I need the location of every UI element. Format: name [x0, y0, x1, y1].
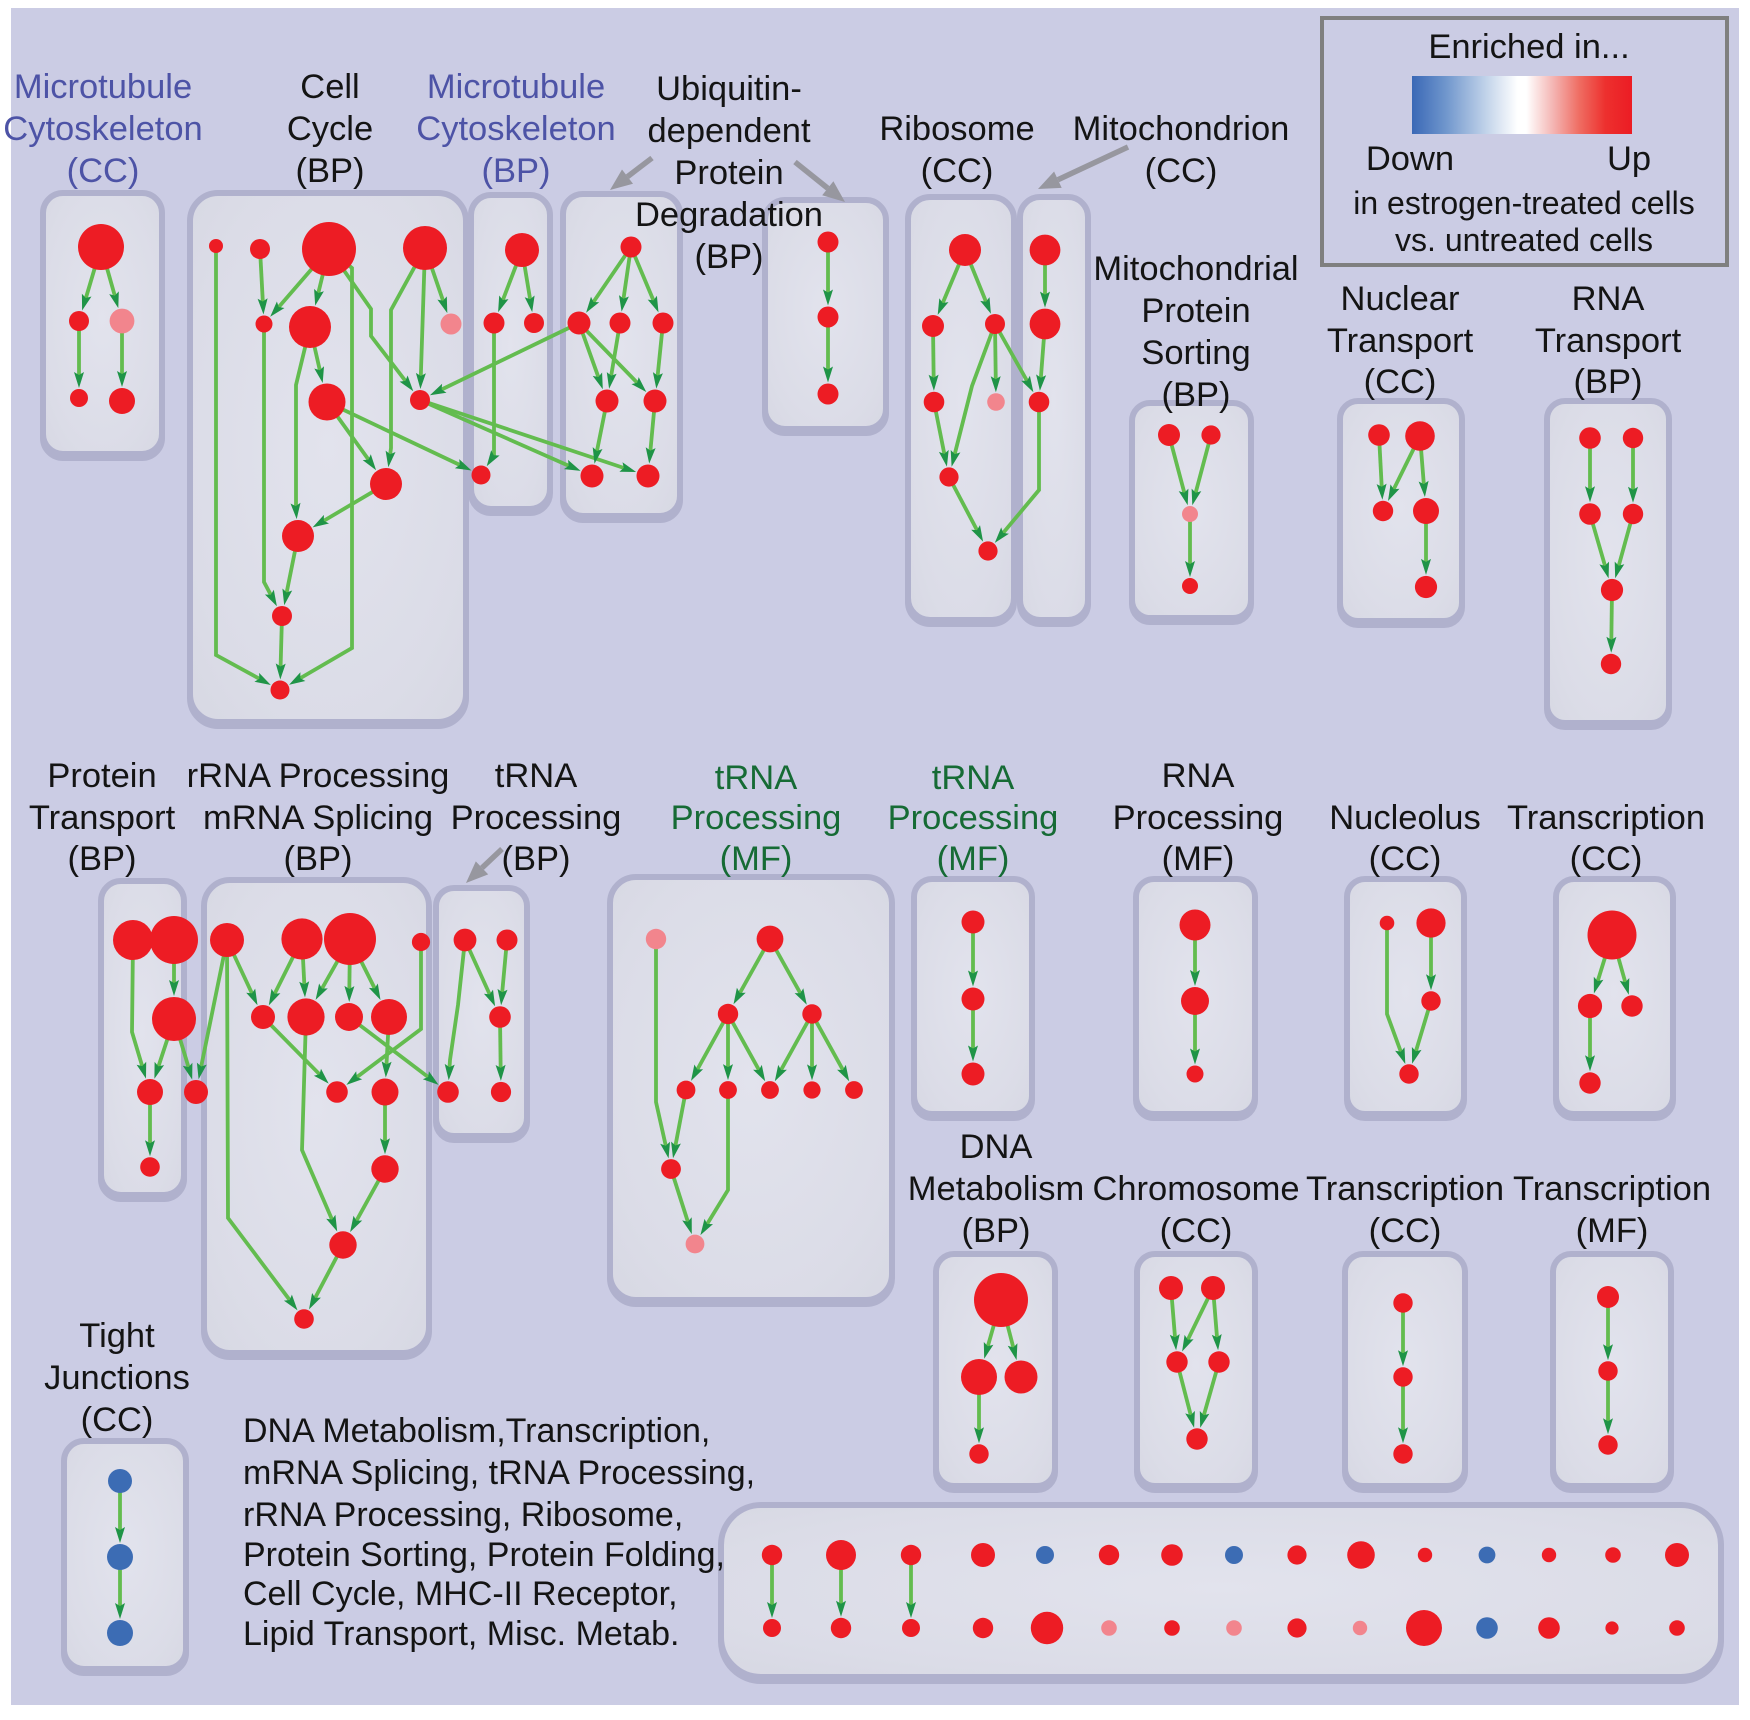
svg-text:Processing: Processing [888, 799, 1059, 837]
svg-text:dependent: dependent [647, 112, 810, 150]
svg-text:(CC): (CC) [1570, 840, 1643, 878]
svg-text:tRNA: tRNA [715, 759, 797, 797]
svg-text:Cycle: Cycle [287, 110, 373, 148]
svg-text:(BP): (BP) [68, 840, 137, 878]
svg-text:Protein: Protein [47, 757, 156, 795]
svg-text:(BP): (BP) [296, 152, 365, 190]
svg-text:Protein: Protein [674, 154, 783, 192]
svg-text:(CC): (CC) [921, 152, 994, 190]
svg-text:RNA: RNA [1572, 280, 1645, 318]
svg-text:Transcription: Transcription [1507, 799, 1705, 837]
svg-text:Nuclear: Nuclear [1341, 280, 1460, 318]
svg-text:tRNA: tRNA [932, 759, 1014, 797]
svg-text:(MF): (MF) [937, 840, 1010, 878]
svg-text:(MF): (MF) [1162, 840, 1235, 878]
svg-text:Processing: Processing [451, 799, 622, 837]
svg-text:Cell Cycle, MHC-II Receptor,: Cell Cycle, MHC-II Receptor, [243, 1575, 678, 1613]
svg-text:Lipid Transport, Misc. Metab.: Lipid Transport, Misc. Metab. [243, 1615, 680, 1653]
svg-text:Enriched in...: Enriched in... [1428, 28, 1629, 66]
svg-text:Cytoskeleton: Cytoskeleton [416, 110, 615, 148]
svg-text:(CC): (CC) [67, 152, 140, 190]
svg-text:Transport: Transport [1535, 322, 1682, 360]
svg-text:vs. untreated cells: vs. untreated cells [1395, 222, 1653, 258]
svg-text:DNA Metabolism,Transcription,: DNA Metabolism,Transcription, [243, 1412, 710, 1450]
svg-text:(CC): (CC) [1369, 840, 1442, 878]
svg-text:Transcription: Transcription [1306, 1170, 1504, 1208]
svg-text:(CC): (CC) [1145, 152, 1218, 190]
svg-text:(CC): (CC) [81, 1401, 154, 1439]
svg-text:tRNA: tRNA [495, 757, 577, 795]
svg-text:DNA: DNA [960, 1128, 1033, 1166]
svg-text:Ubiquitin-: Ubiquitin- [656, 70, 802, 108]
svg-text:Protein: Protein [1141, 292, 1250, 330]
svg-text:Transcription: Transcription [1513, 1170, 1711, 1208]
svg-text:Mitochondrial: Mitochondrial [1093, 250, 1298, 288]
svg-text:Sorting: Sorting [1141, 334, 1250, 372]
svg-text:Ribosome: Ribosome [879, 110, 1034, 148]
svg-text:Protein Sorting, Protein Foldi: Protein Sorting, Protein Folding, [243, 1536, 725, 1574]
svg-text:Microtubule: Microtubule [14, 68, 192, 106]
svg-text:rRNA Processing, Ribosome,: rRNA Processing, Ribosome, [243, 1496, 683, 1534]
svg-text:Processing: Processing [671, 799, 842, 837]
svg-text:Microtubule: Microtubule [427, 68, 605, 106]
svg-text:(MF): (MF) [1576, 1212, 1649, 1250]
svg-text:Cytoskeleton: Cytoskeleton [3, 110, 202, 148]
svg-text:Up: Up [1607, 140, 1651, 178]
svg-text:(BP): (BP) [502, 840, 571, 878]
svg-text:(BP): (BP) [1162, 376, 1231, 414]
svg-text:(BP): (BP) [482, 152, 551, 190]
svg-text:in estrogen-treated cells: in estrogen-treated cells [1353, 185, 1695, 221]
svg-text:mRNA Splicing, tRNA Processing: mRNA Splicing, tRNA Processing, [243, 1454, 755, 1492]
svg-text:(BP): (BP) [962, 1212, 1031, 1250]
svg-text:(BP): (BP) [695, 238, 764, 276]
svg-text:mRNA Splicing: mRNA Splicing [203, 799, 433, 837]
svg-text:(BP): (BP) [284, 840, 353, 878]
svg-text:(CC): (CC) [1369, 1212, 1442, 1250]
svg-text:(CC): (CC) [1364, 363, 1437, 401]
svg-text:Metabolism: Metabolism [908, 1170, 1084, 1208]
svg-text:Chromosome: Chromosome [1092, 1170, 1299, 1208]
svg-text:Degradation: Degradation [635, 196, 823, 234]
svg-text:Transport: Transport [29, 799, 176, 837]
svg-text:rRNA Processing: rRNA Processing [187, 757, 450, 795]
svg-text:RNA: RNA [1162, 757, 1235, 795]
svg-text:Transport: Transport [1327, 322, 1474, 360]
svg-text:Nucleolus: Nucleolus [1329, 799, 1481, 837]
svg-text:Cell: Cell [300, 68, 359, 106]
svg-text:(BP): (BP) [1574, 363, 1643, 401]
svg-text:Down: Down [1366, 140, 1454, 178]
svg-text:Junctions: Junctions [44, 1359, 190, 1397]
svg-text:Processing: Processing [1113, 799, 1284, 837]
svg-text:(CC): (CC) [1160, 1212, 1233, 1250]
svg-text:(MF): (MF) [720, 840, 793, 878]
svg-text:Mitochondrion: Mitochondrion [1073, 110, 1290, 148]
svg-text:Tight: Tight [79, 1317, 155, 1355]
